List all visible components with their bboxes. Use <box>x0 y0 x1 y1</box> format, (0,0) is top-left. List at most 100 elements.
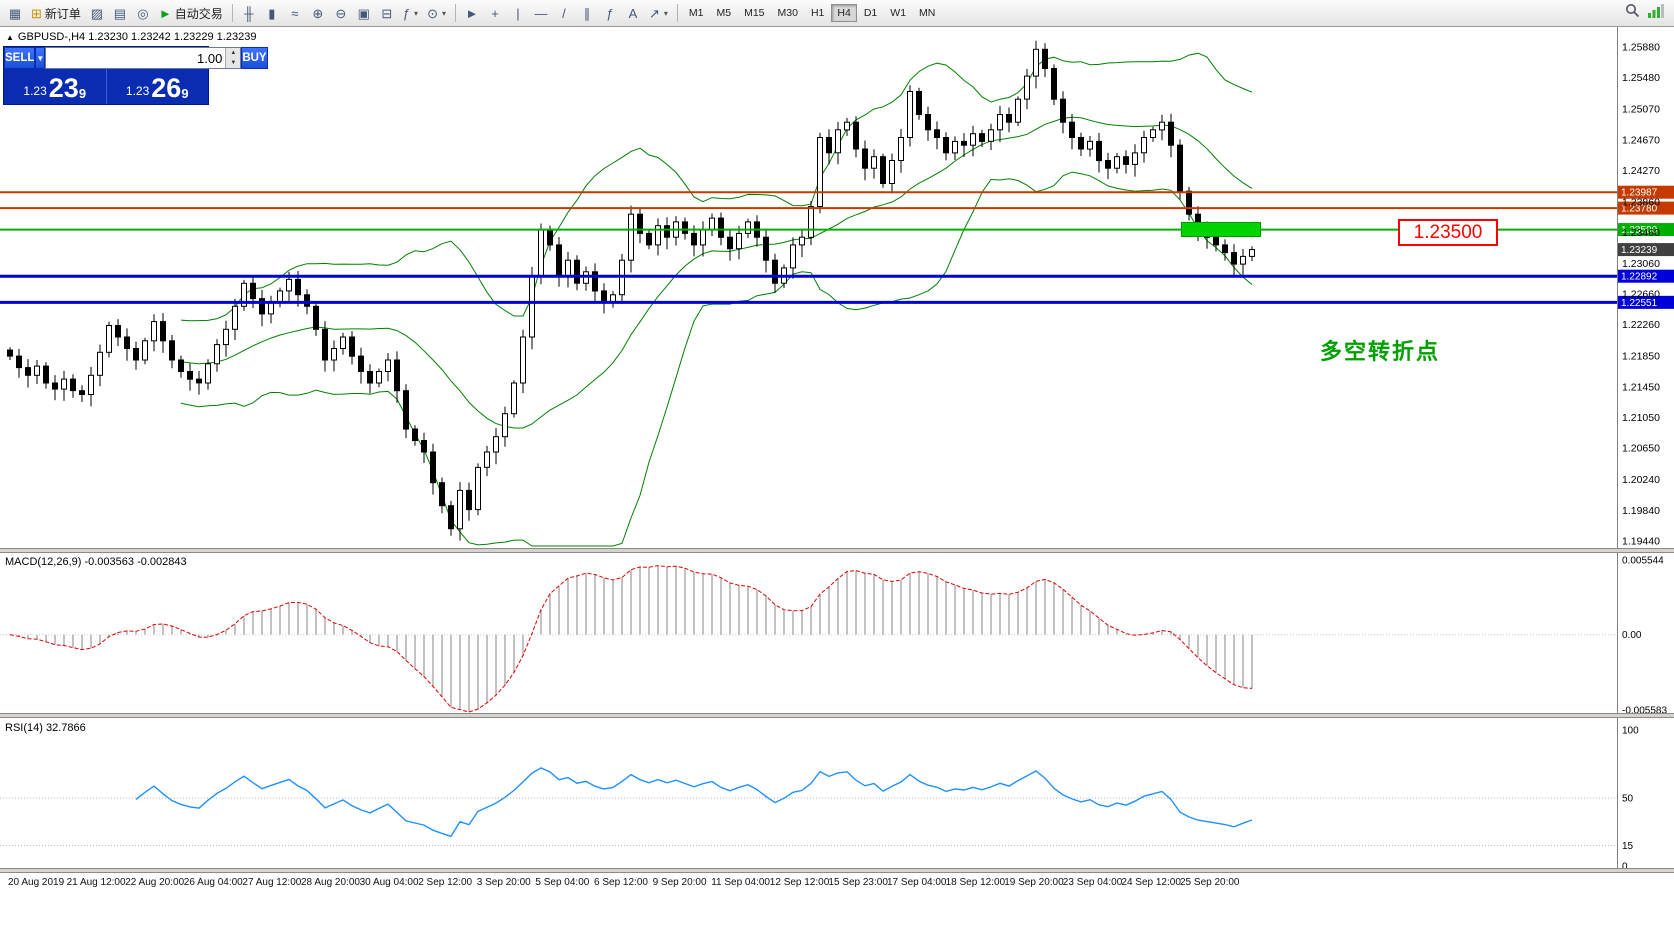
candle-body <box>439 482 445 507</box>
zoom-out-button[interactable]: ⊖ <box>330 2 352 24</box>
macd-histogram-bar <box>261 610 263 635</box>
navigator-button[interactable]: ◎ <box>132 2 154 24</box>
periods-button[interactable]: ⊙ ▾ <box>423 2 450 24</box>
sell-price[interactable]: 1.23 23 9 <box>4 69 106 104</box>
candle-body <box>115 325 121 338</box>
timeframe-w1-button[interactable]: W1 <box>884 4 912 22</box>
candle-body <box>736 232 742 250</box>
macd-histogram-bar <box>72 634 74 648</box>
macd-histogram-bar <box>36 634 38 640</box>
hline-price-badge <box>1618 201 1674 215</box>
buy-button[interactable]: BUY <box>241 47 268 69</box>
toolbar-separator <box>454 4 456 22</box>
price-scale-label: 1.21850 <box>1622 351 1660 363</box>
hline-price-badge <box>1618 295 1674 309</box>
timeframe-m15-button[interactable]: M15 <box>738 4 770 22</box>
trendline-button[interactable]: / <box>553 2 575 24</box>
vertical-line-button[interactable]: | <box>507 2 529 24</box>
cascade-windows-button[interactable]: ⊟ <box>376 2 398 24</box>
candle-body <box>772 259 778 284</box>
candle-body <box>106 325 112 353</box>
candle-body <box>682 221 688 234</box>
timeframe-h1-button[interactable]: H1 <box>805 4 830 22</box>
market-watch-button[interactable]: ▤ <box>109 2 131 24</box>
macd-histogram-bar <box>747 586 749 635</box>
candle-body <box>484 451 490 468</box>
chart-title: ▲ GBPUSD-,H4 1.23230 1.23242 1.23229 1.2… <box>6 31 256 43</box>
macd-histogram-bar <box>666 566 668 635</box>
line-chart-button[interactable]: ≈ <box>284 2 306 24</box>
macd-histogram-bar <box>144 629 146 635</box>
timeframe-h4-button[interactable]: H4 <box>831 4 857 22</box>
equidistant-channel-icon: ∥ <box>583 5 591 21</box>
macd-histogram-bar <box>1170 631 1172 635</box>
tile-windows-icon: ▣ <box>357 5 370 21</box>
candlestick-chart-button[interactable]: ▮ <box>261 2 283 24</box>
buy-price-prefix: 1.23 <box>125 84 150 98</box>
macd-histogram-bar <box>522 634 524 656</box>
time-axis-label: 30 Aug 04:00 <box>360 877 419 888</box>
arrows-button[interactable]: ↗ ▾ <box>645 2 672 24</box>
macd-histogram-bar <box>306 604 308 635</box>
timeframe-m5-button[interactable]: M5 <box>711 4 738 22</box>
timeframe-d1-button[interactable]: D1 <box>858 4 883 22</box>
fibonacci-button[interactable]: ƒ <box>599 2 621 24</box>
macd-histogram-bar <box>657 565 659 635</box>
candle-body <box>142 340 148 361</box>
macd-histogram-bar <box>693 572 695 635</box>
new-chart-button[interactable]: ▦ <box>4 2 26 24</box>
candle-body <box>1069 121 1075 138</box>
tile-windows-button[interactable]: ▣ <box>353 2 375 24</box>
macd-histogram-bar <box>180 629 182 635</box>
ohlc-bars-button[interactable]: ╫ <box>238 2 260 24</box>
volume-preset-dropdown[interactable]: ▼ <box>35 47 46 69</box>
candle-body <box>745 221 751 234</box>
macd-histogram-bar <box>1215 634 1217 673</box>
macd-histogram-bar <box>990 594 992 635</box>
candle-body <box>250 282 256 300</box>
macd-histogram-bar <box>567 578 569 635</box>
cursor-button[interactable]: ► <box>461 2 483 24</box>
macd-histogram-bar <box>1080 605 1082 635</box>
candle-body <box>223 328 229 346</box>
equidistant-channel-button[interactable]: ∥ <box>576 2 598 24</box>
indicators-button[interactable]: ƒ ▾ <box>399 2 422 24</box>
candle-body <box>565 259 571 277</box>
supply-zone-rectangle[interactable] <box>1181 222 1261 237</box>
timeframe-mn-button[interactable]: MN <box>913 4 941 22</box>
horizontal-line-button[interactable]: — <box>530 2 552 24</box>
volume-field-wrap: ▲ ▼ <box>45 47 242 69</box>
candle-body <box>1249 249 1255 257</box>
macd-histogram-bar <box>252 611 254 635</box>
volume-down-icon[interactable]: ▼ <box>230 60 237 66</box>
text-label-button[interactable]: A <box>622 2 644 24</box>
profiles-button[interactable]: ▨ <box>86 2 108 24</box>
search-icon[interactable] <box>1625 3 1640 23</box>
new-order-button[interactable]: ⊞ 新订单 <box>27 2 85 24</box>
autotrading-button[interactable]: ► 自动交易 <box>155 2 227 24</box>
timeframe-m30-button[interactable]: M30 <box>772 4 804 22</box>
crosshair-button[interactable]: + <box>484 2 506 24</box>
hline-price-badge <box>1618 223 1674 237</box>
rsi-scale-label: 15 <box>1622 841 1634 852</box>
price-level-box[interactable]: 1.23500 <box>1398 219 1498 246</box>
macd-histogram-bar <box>405 634 407 661</box>
macd-histogram-bar <box>288 602 290 635</box>
volume-input[interactable] <box>46 48 226 68</box>
cascade-windows-icon: ⊟ <box>381 5 393 21</box>
sell-button[interactable]: SELL <box>4 47 36 69</box>
zoom-in-button[interactable]: ⊕ <box>307 2 329 24</box>
pane-splitter-macd[interactable] <box>0 548 1674 553</box>
pane-splitter-rsi[interactable] <box>0 713 1674 718</box>
timeframe-m1-button[interactable]: M1 <box>683 4 710 22</box>
current-price-badge-label: 1.23239 <box>1621 245 1658 256</box>
price-scale-label: 1.20240 <box>1622 474 1660 486</box>
hline-price-badge-label: 1.22551 <box>1621 298 1658 309</box>
chinese-annotation-text[interactable]: 多空转折点 <box>1320 339 1441 364</box>
candle-body <box>340 336 346 349</box>
connection-icon[interactable] <box>1648 3 1664 23</box>
volume-up-icon[interactable]: ▲ <box>230 50 237 56</box>
buy-price[interactable]: 1.23 26 9 <box>105 69 209 104</box>
new-order-label: 新订单 <box>44 6 81 21</box>
